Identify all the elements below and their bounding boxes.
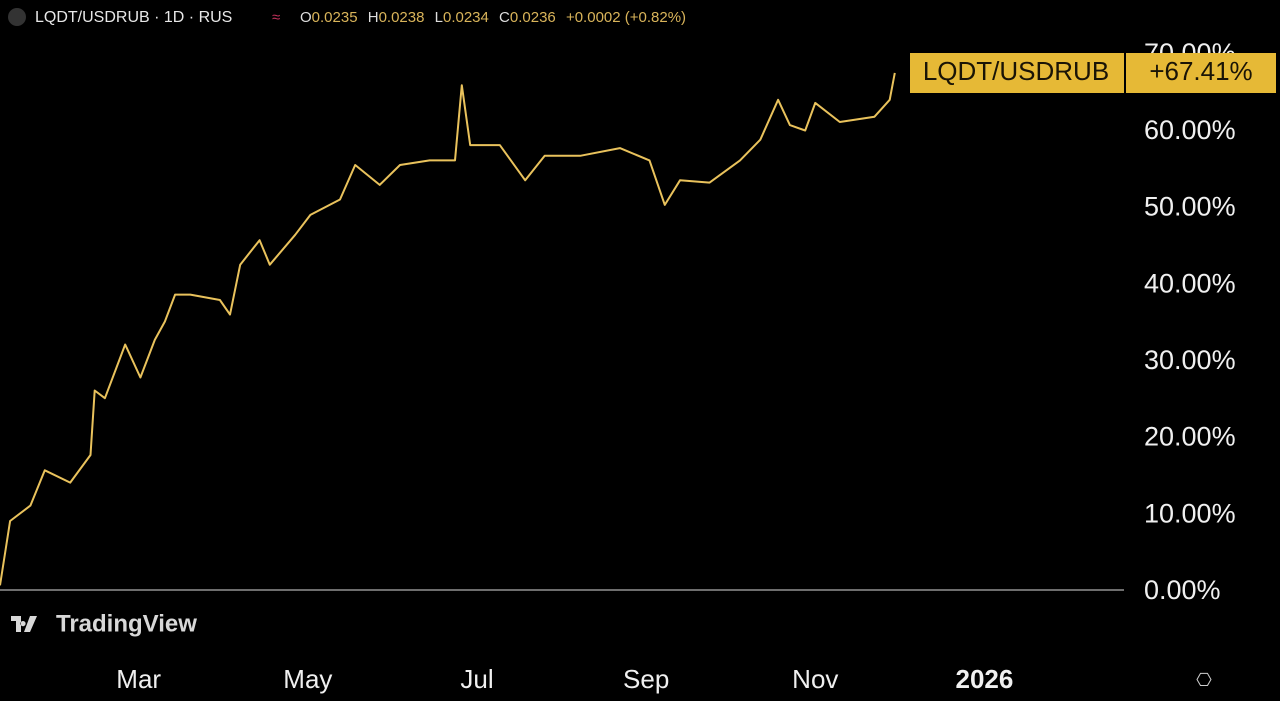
indicator-icon[interactable]: ≈: [272, 9, 280, 26]
logo: [11, 616, 37, 632]
x-tick-label: 2026: [956, 664, 1014, 694]
y-tick-label: 0.00%: [1144, 575, 1221, 605]
high: 0.0238: [379, 9, 425, 26]
y-tick-label: 30.00%: [1144, 345, 1236, 375]
watermark: TradingView: [56, 610, 197, 637]
badge-name: LQDT/USDRUB: [923, 56, 1109, 86]
settings-icon[interactable]: ⎔: [1196, 670, 1212, 690]
low: 0.0234: [443, 9, 489, 26]
y-tick-label: 50.00%: [1144, 192, 1236, 222]
x-tick-label: Nov: [792, 664, 838, 694]
symbol-icon: [8, 8, 26, 26]
price-line: [0, 72, 896, 586]
y-tick-label: 10.00%: [1144, 498, 1236, 528]
x-tick-label: Mar: [116, 664, 161, 694]
x-tick-label: Sep: [623, 664, 669, 694]
change: +0.0002 (+0.82%): [566, 9, 686, 26]
y-tick-label: 40.00%: [1144, 268, 1236, 298]
x-tick-label: Jul: [460, 664, 493, 694]
badge-value: +67.41%: [1149, 56, 1252, 86]
badge-value-bg: [1126, 53, 1276, 93]
badge-name-bg: [910, 53, 1124, 93]
x-tick-label: May: [283, 664, 332, 694]
open: 0.0235: [312, 9, 358, 26]
close-label: C: [499, 9, 510, 26]
open-label: O: [300, 9, 312, 26]
y-tick-label: 60.00%: [1144, 115, 1236, 145]
high-label: H: [368, 9, 379, 26]
y-tick-label: 20.00%: [1144, 422, 1236, 452]
ohlc: O0.0235 H0.0238 L0.0234 C0.0236 +0.0002 …: [300, 9, 686, 26]
close: 0.0236: [510, 9, 556, 26]
low-label: L: [435, 9, 443, 26]
symbol: LQDT/USDRUB · 1D · RUS: [35, 9, 232, 26]
